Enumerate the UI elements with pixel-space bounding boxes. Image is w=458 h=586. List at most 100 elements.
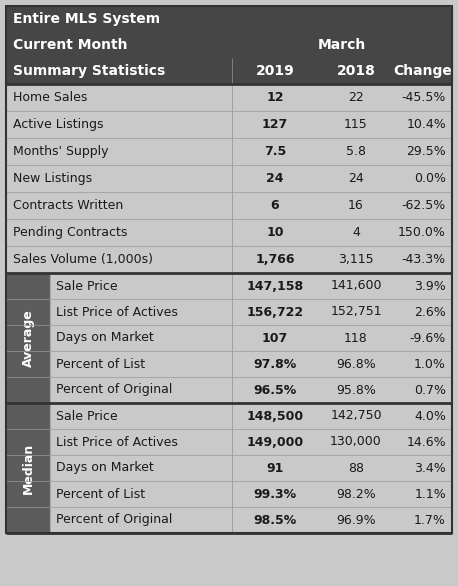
Text: Sale Price: Sale Price: [56, 280, 118, 292]
Text: 22: 22: [348, 91, 364, 104]
Text: 5.8: 5.8: [346, 145, 366, 158]
Bar: [6, 84, 452, 111]
Bar: [50, 377, 452, 403]
Text: 141,600: 141,600: [330, 280, 382, 292]
Text: Sales Volume (1,000s): Sales Volume (1,000s): [13, 253, 153, 266]
Text: 142,750: 142,750: [330, 410, 382, 423]
Text: 130,000: 130,000: [330, 435, 382, 448]
Text: 14.6%: 14.6%: [406, 435, 446, 448]
Text: Summary Statistics: Summary Statistics: [13, 64, 165, 78]
Text: Change: Change: [393, 64, 453, 78]
Bar: [6, 6, 452, 533]
Text: 148,500: 148,500: [246, 410, 304, 423]
Text: Percent of List: Percent of List: [56, 357, 145, 370]
Text: Median: Median: [22, 442, 34, 493]
Text: 0.7%: 0.7%: [414, 383, 446, 397]
Text: 24: 24: [348, 172, 364, 185]
Bar: [50, 507, 452, 533]
Text: Pending Contracts: Pending Contracts: [13, 226, 127, 239]
Text: -45.5%: -45.5%: [402, 91, 446, 104]
Text: 127: 127: [262, 118, 288, 131]
Text: List Price of Actives: List Price of Actives: [56, 435, 178, 448]
Text: Days on Market: Days on Market: [56, 332, 154, 345]
Text: 29.5%: 29.5%: [406, 145, 446, 158]
Text: 1.7%: 1.7%: [414, 513, 446, 526]
Text: 98.5%: 98.5%: [253, 513, 297, 526]
Text: New Listings: New Listings: [13, 172, 92, 185]
Text: 3.9%: 3.9%: [414, 280, 446, 292]
Text: Average: Average: [22, 309, 34, 367]
Text: List Price of Actives: List Price of Actives: [56, 305, 178, 319]
Text: 118: 118: [344, 332, 368, 345]
Bar: [6, 111, 452, 138]
Text: 16: 16: [348, 199, 364, 212]
Text: Months' Supply: Months' Supply: [13, 145, 109, 158]
Bar: [50, 403, 452, 429]
Text: 96.5%: 96.5%: [253, 383, 297, 397]
Text: 149,000: 149,000: [246, 435, 304, 448]
Text: Contracts Written: Contracts Written: [13, 199, 123, 212]
Text: 115: 115: [344, 118, 368, 131]
Text: -43.3%: -43.3%: [402, 253, 446, 266]
Text: 2.6%: 2.6%: [414, 305, 446, 319]
Bar: [50, 455, 452, 481]
Bar: [50, 325, 452, 351]
Text: 7.5: 7.5: [264, 145, 286, 158]
Text: 1.0%: 1.0%: [414, 357, 446, 370]
Bar: [6, 403, 50, 533]
Text: 97.8%: 97.8%: [253, 357, 297, 370]
Text: 96.8%: 96.8%: [336, 357, 376, 370]
Bar: [6, 138, 452, 165]
Text: 1.1%: 1.1%: [414, 488, 446, 500]
Text: 10.4%: 10.4%: [406, 118, 446, 131]
Text: Current Month: Current Month: [13, 38, 127, 52]
Text: 150.0%: 150.0%: [398, 226, 446, 239]
Bar: [6, 32, 452, 58]
Text: -62.5%: -62.5%: [402, 199, 446, 212]
Text: 88: 88: [348, 462, 364, 475]
Bar: [6, 6, 452, 32]
Text: 98.2%: 98.2%: [336, 488, 376, 500]
Text: 2018: 2018: [337, 64, 376, 78]
Bar: [50, 429, 452, 455]
Text: 91: 91: [266, 462, 284, 475]
Text: 3,115: 3,115: [338, 253, 374, 266]
Text: Entire MLS System: Entire MLS System: [13, 12, 160, 26]
Text: 4.0%: 4.0%: [414, 410, 446, 423]
Text: 99.3%: 99.3%: [253, 488, 297, 500]
Bar: [6, 192, 452, 219]
Text: Sale Price: Sale Price: [56, 410, 118, 423]
Bar: [6, 165, 452, 192]
Text: 2019: 2019: [256, 64, 294, 78]
Bar: [6, 58, 452, 84]
Text: 147,158: 147,158: [246, 280, 304, 292]
Text: 96.9%: 96.9%: [336, 513, 376, 526]
Text: 4: 4: [352, 226, 360, 239]
Text: 6: 6: [271, 199, 279, 212]
Text: 156,722: 156,722: [246, 305, 304, 319]
Text: 0.0%: 0.0%: [414, 172, 446, 185]
Text: March: March: [318, 38, 366, 52]
Text: 152,751: 152,751: [330, 305, 382, 319]
Text: 3.4%: 3.4%: [414, 462, 446, 475]
Bar: [50, 351, 452, 377]
Text: 10: 10: [266, 226, 284, 239]
Text: -9.6%: -9.6%: [410, 332, 446, 345]
Bar: [6, 246, 452, 273]
Text: Days on Market: Days on Market: [56, 462, 154, 475]
Text: 107: 107: [262, 332, 288, 345]
Bar: [50, 273, 452, 299]
Text: Home Sales: Home Sales: [13, 91, 87, 104]
Text: Active Listings: Active Listings: [13, 118, 104, 131]
Text: 95.8%: 95.8%: [336, 383, 376, 397]
Bar: [6, 273, 50, 403]
Text: Percent of List: Percent of List: [56, 488, 145, 500]
Text: Percent of Original: Percent of Original: [56, 383, 172, 397]
Text: 12: 12: [266, 91, 284, 104]
Text: Percent of Original: Percent of Original: [56, 513, 172, 526]
Bar: [6, 219, 452, 246]
Bar: [50, 481, 452, 507]
Text: 1,766: 1,766: [255, 253, 295, 266]
Text: 24: 24: [266, 172, 284, 185]
Bar: [50, 299, 452, 325]
